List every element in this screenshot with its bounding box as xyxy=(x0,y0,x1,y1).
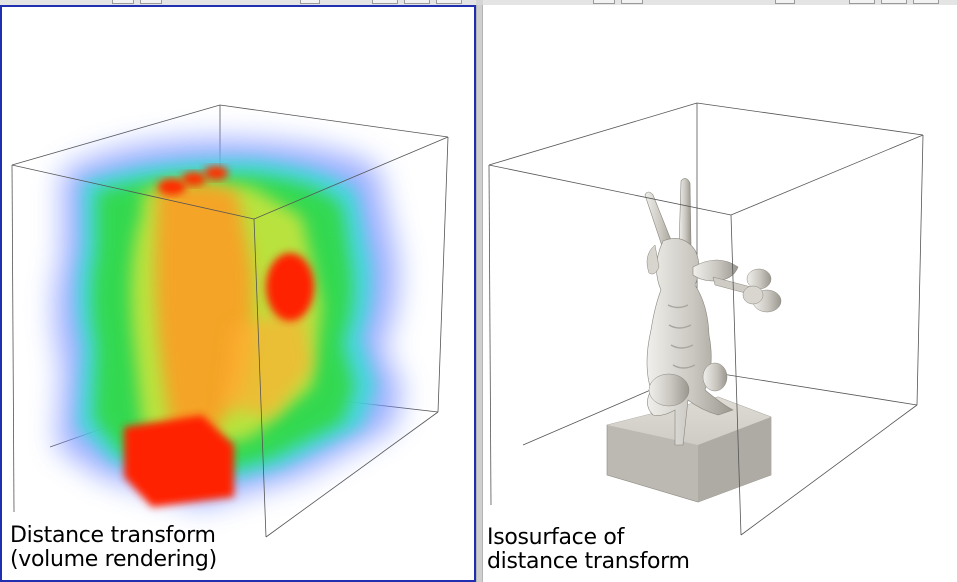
render-view-left[interactable]: Distance transform (volume rendering) xyxy=(0,5,476,582)
toolbar-button[interactable] xyxy=(436,0,462,4)
right-view-caption: Isosurface of distance transform xyxy=(487,526,690,574)
outline-box-icon xyxy=(488,134,924,536)
toolbar-button[interactable] xyxy=(404,0,430,4)
toolbar-button[interactable] xyxy=(140,0,162,4)
toolbar-button[interactable] xyxy=(372,0,398,4)
render-view-right[interactable]: Isosurface of distance transform xyxy=(483,5,957,582)
volume-rendering-icon xyxy=(54,138,402,507)
toolbar-button[interactable] xyxy=(621,0,643,4)
toolbar-button[interactable] xyxy=(849,0,875,4)
toolbar-button[interactable] xyxy=(775,0,795,4)
left-view-caption: Distance transform (volume rendering) xyxy=(10,524,217,572)
toolbar-button[interactable] xyxy=(881,0,907,4)
volume-rendering-canvas[interactable] xyxy=(2,7,476,582)
isosurface-rabbit-icon xyxy=(606,178,782,503)
view-splitter[interactable] xyxy=(476,5,483,582)
caption-line-2: distance transform xyxy=(487,549,690,574)
outline-box-icon xyxy=(11,136,449,538)
toolbar-button[interactable] xyxy=(112,0,134,4)
toolbar-button[interactable] xyxy=(913,0,939,4)
toolbar-button[interactable] xyxy=(593,0,615,4)
caption-line-1: Distance transform xyxy=(10,523,216,548)
caption-line-2: (volume rendering) xyxy=(10,547,217,572)
toolbar-button[interactable] xyxy=(300,0,320,4)
isosurface-canvas[interactable] xyxy=(483,5,957,582)
caption-line-1: Isosurface of xyxy=(487,525,625,550)
